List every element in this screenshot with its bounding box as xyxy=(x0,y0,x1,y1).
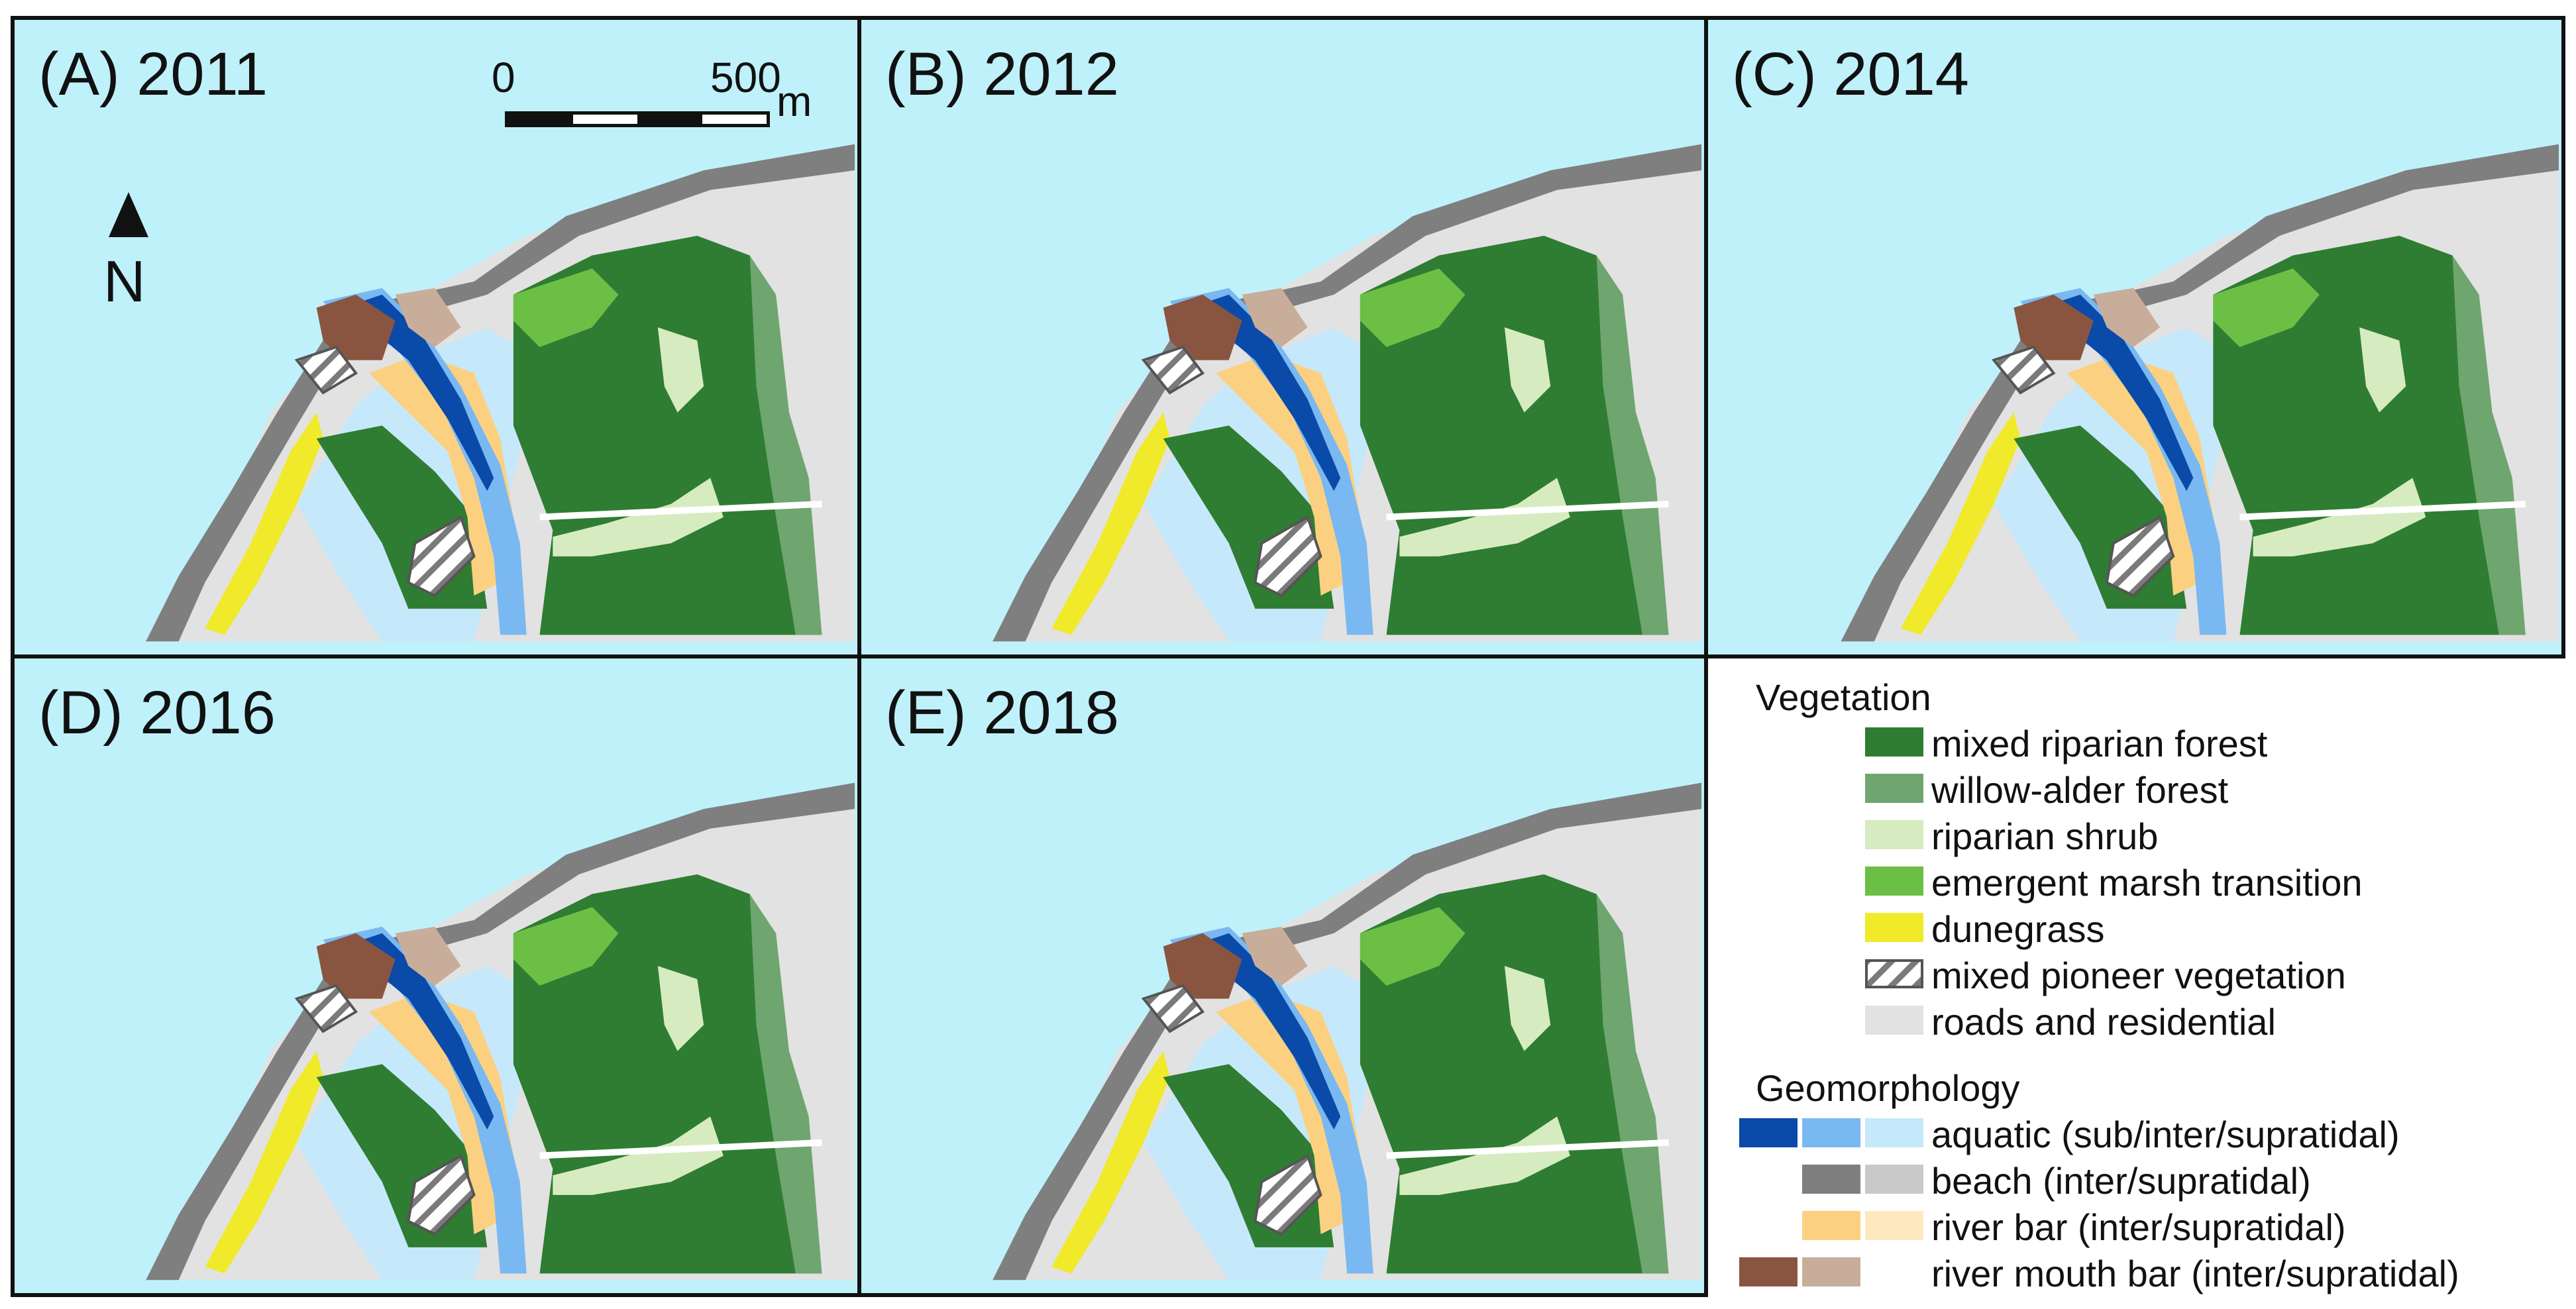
legend-swatch xyxy=(1865,820,1923,849)
panel-label: (B) 2012 xyxy=(885,40,1119,108)
legend-label: river bar (inter/supratidal) xyxy=(1931,1206,2346,1248)
legend-label: roads and residential xyxy=(1931,1001,2276,1043)
map-d-graphic xyxy=(15,658,857,1293)
scale-bar-graphic xyxy=(505,111,770,127)
map-panel-b: (B) 2012 xyxy=(857,16,1708,658)
north-label: N xyxy=(103,248,146,314)
legend: Vegetation mixed riparian forest willow-… xyxy=(1723,669,2564,1305)
panel-label: (E) 2018 xyxy=(885,679,1119,747)
legend-item: mixed pioneer vegetation xyxy=(1723,954,2564,996)
legend-swatch xyxy=(1802,1211,1860,1240)
legend-swatch xyxy=(1865,866,1923,896)
map-c-graphic xyxy=(1708,20,2561,654)
legend-item: river mouth bar (inter/supratidal) xyxy=(1723,1252,2564,1294)
map-e-graphic xyxy=(861,658,1704,1293)
panel-label: (D) 2016 xyxy=(38,679,276,747)
scale-end: 500 xyxy=(710,54,781,101)
legend-swatch xyxy=(1865,1006,1923,1035)
legend-item: aquatic (sub/inter/supratidal) xyxy=(1723,1113,2564,1155)
legend-label: mixed riparian forest xyxy=(1931,723,2268,764)
legend-label: river mouth bar (inter/supratidal) xyxy=(1931,1253,2459,1294)
panel-label: (A) 2011 xyxy=(38,40,268,108)
legend-swatch xyxy=(1865,1118,1923,1147)
north-arrow: N xyxy=(94,192,160,325)
legend-label: emergent marsh transition xyxy=(1931,862,2363,904)
scale-start: 0 xyxy=(492,54,515,101)
scale-bar: 0 500 m xyxy=(492,53,836,139)
legend-geomorphology-title: Geomorphology xyxy=(1756,1067,2020,1109)
legend-swatch xyxy=(1865,1165,1923,1194)
legend-label: beach (inter/supratidal) xyxy=(1931,1160,2311,1202)
hatch-swatch-icon xyxy=(1865,959,1923,988)
legend-swatch xyxy=(1865,913,1923,942)
legend-item: river bar (inter/supratidal) xyxy=(1723,1206,2564,1248)
legend-vegetation-title: Vegetation xyxy=(1756,676,1931,718)
legend-item: mixed riparian forest xyxy=(1723,722,2564,764)
scale-unit: m xyxy=(777,78,812,125)
map-panel-e: (E) 2018 xyxy=(857,654,1708,1297)
legend-item: willow-alder forest xyxy=(1723,768,2564,811)
legend-swatch xyxy=(1865,727,1923,757)
legend-swatch xyxy=(1739,1118,1798,1147)
legend-swatch xyxy=(1739,1257,1798,1286)
legend-item: dunegrass xyxy=(1723,908,2564,950)
legend-item: riparian shrub xyxy=(1723,815,2564,857)
legend-label: aquatic (sub/inter/supratidal) xyxy=(1931,1114,2400,1155)
north-arrow-icon xyxy=(109,192,148,237)
legend-label: willow-alder forest xyxy=(1931,769,2229,811)
map-panel-d: (D) 2016 xyxy=(11,654,861,1297)
legend-item: emergent marsh transition xyxy=(1723,861,2564,904)
panel-label: (C) 2014 xyxy=(1732,40,1969,108)
legend-label: dunegrass xyxy=(1931,908,2105,950)
map-panel-c: (C) 2014 xyxy=(1704,16,2565,658)
map-panel-a: (A) 2011 0 500 m N xyxy=(11,16,861,658)
map-b-graphic xyxy=(861,20,1704,654)
legend-swatch xyxy=(1865,774,1923,803)
legend-label: riparian shrub xyxy=(1931,815,2159,857)
legend-swatch xyxy=(1802,1165,1860,1194)
legend-swatch xyxy=(1865,1211,1923,1240)
legend-swatch xyxy=(1802,1257,1860,1286)
legend-item: roads and residential xyxy=(1723,1000,2564,1043)
legend-swatch xyxy=(1802,1118,1860,1147)
legend-label: mixed pioneer vegetation xyxy=(1931,955,2346,996)
legend-item: beach (inter/supratidal) xyxy=(1723,1159,2564,1202)
